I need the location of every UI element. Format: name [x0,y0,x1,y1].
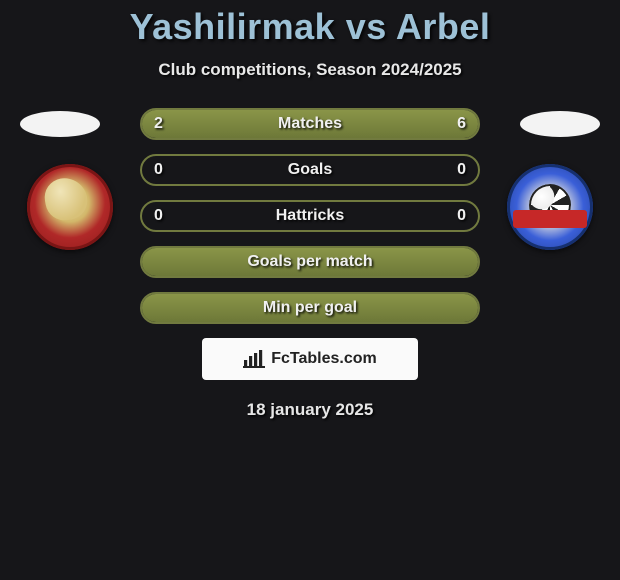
player-photo-placeholder-right [520,111,600,137]
stat-row: Min per goal [140,292,480,324]
stat-value-right: 0 [457,207,466,225]
club-crest-right [507,164,593,250]
infographic-card: Yashilirmak vs Arbel Club competitions, … [0,0,620,580]
club-crest-left [27,164,113,250]
branding-text: FcTables.com [271,350,377,368]
stat-row: 0 0 Goals [140,154,480,186]
stat-label: Matches [278,115,342,133]
stat-fill-right [226,110,478,138]
stats-area: 2 6 Matches 0 0 Goals 0 0 Hattricks Goals per mat… [0,108,620,324]
stat-row: Goals per match [140,246,480,278]
page-title: Yashilirmak vs Arbel [0,6,620,48]
stat-row: 0 0 Hattricks [140,200,480,232]
stat-value-left: 0 [154,207,163,225]
stat-row: 2 6 Matches [140,108,480,140]
branding-badge: FcTables.com [202,338,418,380]
stat-value-left: 2 [154,115,163,133]
bar-chart-icon [243,350,265,368]
stat-value-right: 0 [457,161,466,179]
stat-rows: 2 6 Matches 0 0 Goals 0 0 Hattricks Goals per mat… [140,108,480,324]
stat-label: Hattricks [276,207,344,225]
stat-label: Min per goal [263,299,357,317]
stat-value-left: 0 [154,161,163,179]
date-label: 18 january 2025 [0,400,620,420]
stat-value-right: 6 [457,115,466,133]
stat-label: Goals per match [247,253,372,271]
page-subtitle: Club competitions, Season 2024/2025 [0,60,620,80]
player-photo-placeholder-left [20,111,100,137]
stat-label: Goals [288,161,332,179]
